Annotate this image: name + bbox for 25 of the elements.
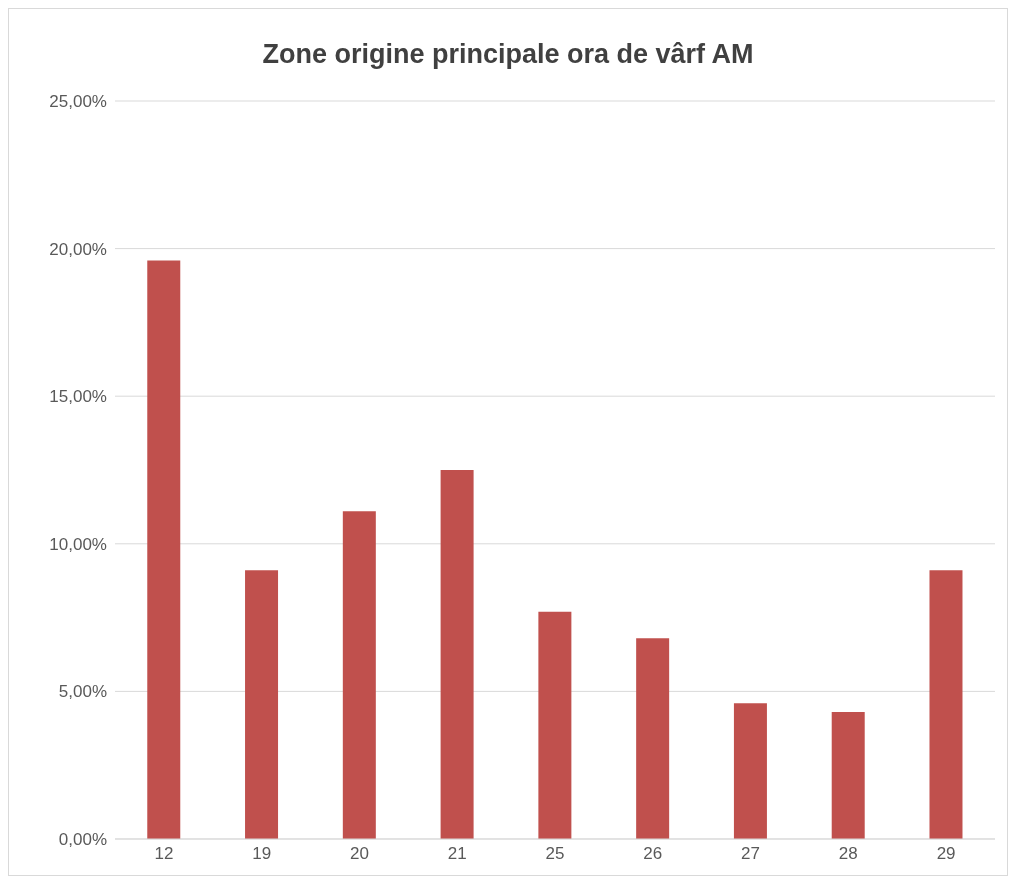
y-tick-label: 20,00% [49, 239, 107, 259]
x-tick-label: 12 [154, 844, 174, 864]
bar [147, 260, 181, 839]
x-tick-label: 27 [741, 844, 761, 864]
y-tick-label: 10,00% [49, 534, 107, 554]
bar [538, 611, 572, 839]
bar [636, 638, 670, 839]
x-tick-label: 26 [643, 844, 663, 864]
y-tick-label: 25,00% [49, 92, 107, 112]
x-tick-label: 28 [838, 844, 858, 864]
bar [831, 712, 865, 839]
x-tick-label: 20 [349, 844, 369, 864]
chart-title: Zone origine principale ora de vârf AM [261, 38, 755, 71]
x-tick-label: 21 [447, 844, 467, 864]
bar [342, 511, 376, 839]
x-tick-label: 29 [936, 844, 956, 864]
bar [440, 470, 474, 839]
bar [245, 570, 279, 839]
bar [929, 570, 963, 839]
y-tick-label: 5,00% [58, 682, 107, 702]
x-tick-label: 25 [545, 844, 565, 864]
bar [733, 703, 767, 839]
y-tick-label: 15,00% [49, 387, 107, 407]
x-tick-label: 19 [252, 844, 272, 864]
y-tick-label: 0,00% [58, 830, 107, 850]
